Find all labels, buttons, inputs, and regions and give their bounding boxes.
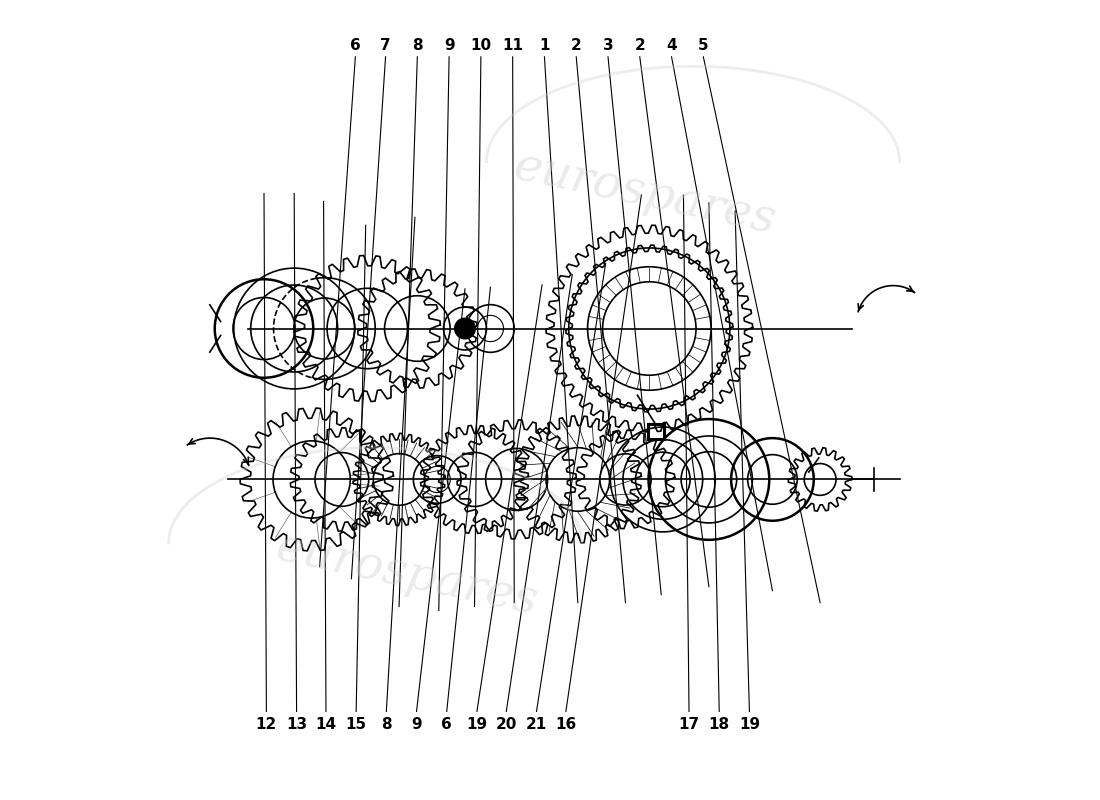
Text: 7: 7: [381, 38, 390, 53]
Text: 11: 11: [503, 38, 524, 53]
Text: 15: 15: [345, 717, 366, 732]
Text: 6: 6: [350, 38, 361, 53]
Circle shape: [454, 318, 475, 339]
Text: 12: 12: [256, 717, 277, 732]
Text: eurospares: eurospares: [510, 143, 781, 243]
Text: 19: 19: [739, 717, 760, 732]
Text: 2: 2: [635, 38, 645, 53]
Text: 4: 4: [667, 38, 676, 53]
Text: 1: 1: [539, 38, 550, 53]
Text: 10: 10: [471, 38, 492, 53]
Text: 8: 8: [381, 717, 392, 732]
Text: eurospares: eurospares: [272, 525, 542, 625]
Text: 17: 17: [679, 717, 700, 732]
Text: 2: 2: [571, 38, 582, 53]
Text: 20: 20: [496, 717, 517, 732]
Text: 8: 8: [412, 38, 422, 53]
Text: 13: 13: [286, 717, 307, 732]
Text: 9: 9: [443, 38, 454, 53]
Text: 5: 5: [698, 38, 708, 53]
Text: 21: 21: [526, 717, 547, 732]
Text: 3: 3: [603, 38, 614, 53]
Text: 14: 14: [316, 717, 337, 732]
Text: 16: 16: [556, 717, 576, 732]
Text: 18: 18: [708, 717, 729, 732]
Text: 6: 6: [441, 717, 452, 732]
Text: 9: 9: [411, 717, 421, 732]
Text: 19: 19: [466, 717, 487, 732]
